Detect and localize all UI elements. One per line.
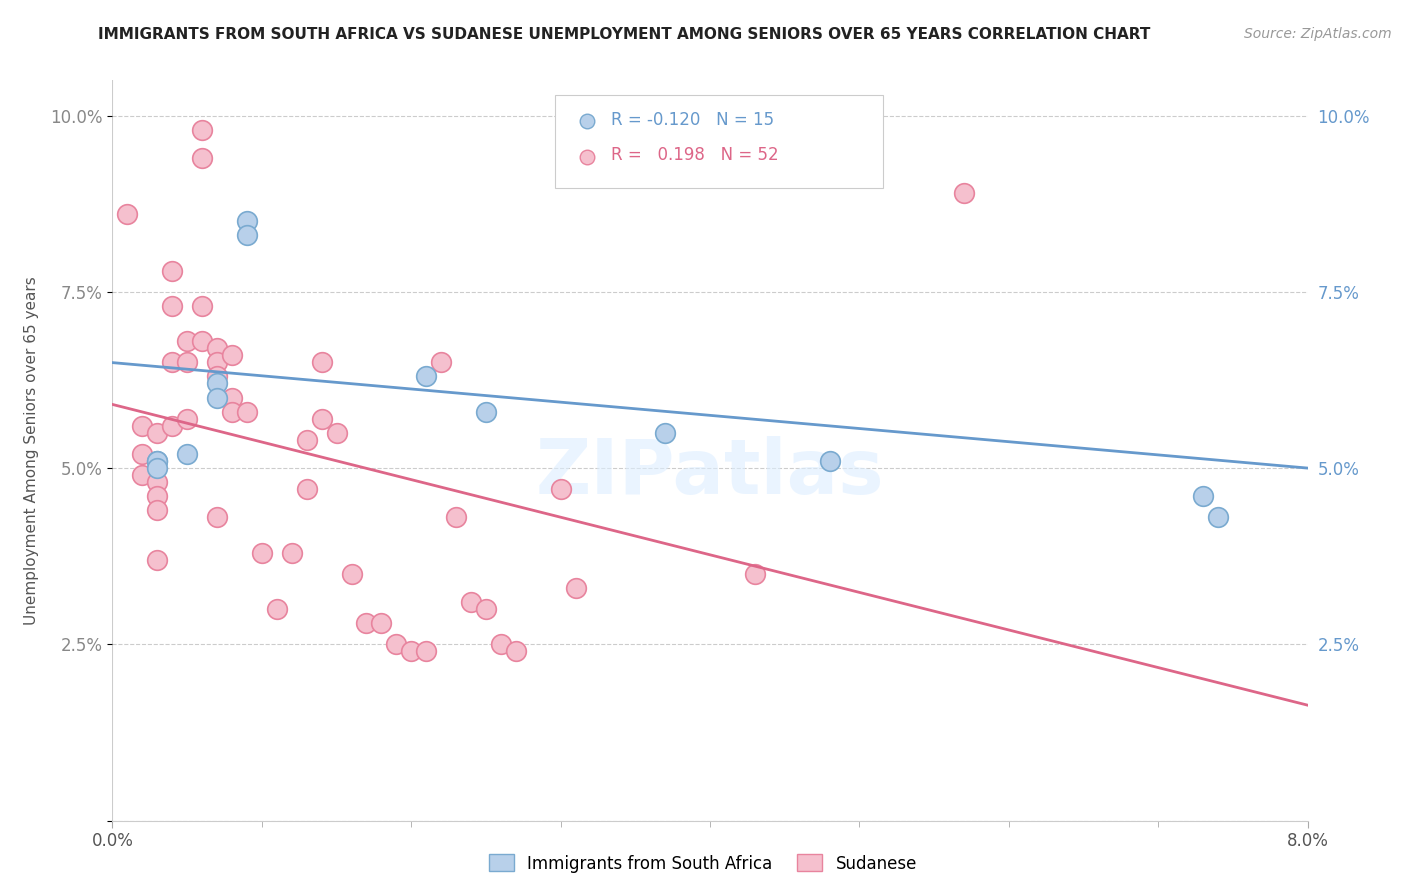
Text: R =   0.198   N = 52: R = 0.198 N = 52 [610, 146, 779, 164]
Point [236, 214, 259, 228]
Text: IMMIGRANTS FROM SOUTH AFRICA VS SUDANESE UNEMPLOYMENT AMONG SENIORS OVER 65 YEAR: IMMIGRANTS FROM SOUTH AFRICA VS SUDANESE… [98, 27, 1150, 42]
FancyBboxPatch shape [554, 95, 883, 187]
Point [191, 122, 214, 136]
Point [953, 186, 976, 200]
Point [131, 418, 153, 433]
Point [415, 644, 437, 658]
Point [131, 447, 153, 461]
Point [505, 644, 527, 658]
Point [250, 546, 273, 560]
Point [430, 355, 453, 369]
Point [236, 405, 259, 419]
Point [205, 341, 228, 355]
Point [205, 391, 228, 405]
Point [131, 468, 153, 483]
Point [191, 334, 214, 348]
Point [221, 391, 243, 405]
Point [191, 299, 214, 313]
Point [236, 228, 259, 243]
Point [460, 595, 482, 609]
Point [1192, 489, 1215, 503]
Point [744, 566, 766, 581]
Point [146, 461, 169, 475]
Point [162, 355, 183, 369]
Point [295, 482, 318, 496]
Legend: Immigrants from South Africa, Sudanese: Immigrants from South Africa, Sudanese [482, 847, 924, 880]
Point [385, 637, 408, 651]
Point [564, 122, 586, 136]
Point [146, 454, 169, 468]
Point [415, 369, 437, 384]
Point [564, 581, 586, 595]
Point [162, 299, 183, 313]
Point [311, 355, 333, 369]
Point [117, 207, 139, 221]
Point [146, 489, 169, 503]
Y-axis label: Unemployment Among Seniors over 65 years: Unemployment Among Seniors over 65 years [24, 277, 39, 624]
Point [176, 447, 198, 461]
Point [146, 503, 169, 517]
Point [340, 566, 363, 581]
Text: Source: ZipAtlas.com: Source: ZipAtlas.com [1244, 27, 1392, 41]
Point [475, 405, 498, 419]
Point [162, 418, 183, 433]
Point [146, 454, 169, 468]
Point [295, 433, 318, 447]
Text: R = -0.120   N = 15: R = -0.120 N = 15 [610, 111, 773, 128]
Point [221, 405, 243, 419]
Point [162, 263, 183, 277]
Point [176, 355, 198, 369]
Point [370, 616, 392, 631]
Point [311, 411, 333, 425]
Point [654, 425, 676, 440]
Point [221, 348, 243, 362]
Point [146, 475, 169, 490]
Point [205, 510, 228, 524]
Point [146, 553, 169, 567]
Point [818, 454, 841, 468]
Point [176, 411, 198, 425]
Point [475, 602, 498, 616]
Point [550, 482, 572, 496]
Point [146, 425, 169, 440]
Point [205, 369, 228, 384]
Point [1206, 510, 1229, 524]
Point [281, 546, 304, 560]
Point [205, 376, 228, 391]
Point [191, 151, 214, 165]
Point [444, 510, 467, 524]
Point [205, 355, 228, 369]
Point [176, 334, 198, 348]
Point [266, 602, 288, 616]
Point [325, 425, 347, 440]
Text: ZIPatlas: ZIPatlas [536, 435, 884, 509]
Point [401, 644, 423, 658]
Point [489, 637, 512, 651]
Point [356, 616, 378, 631]
